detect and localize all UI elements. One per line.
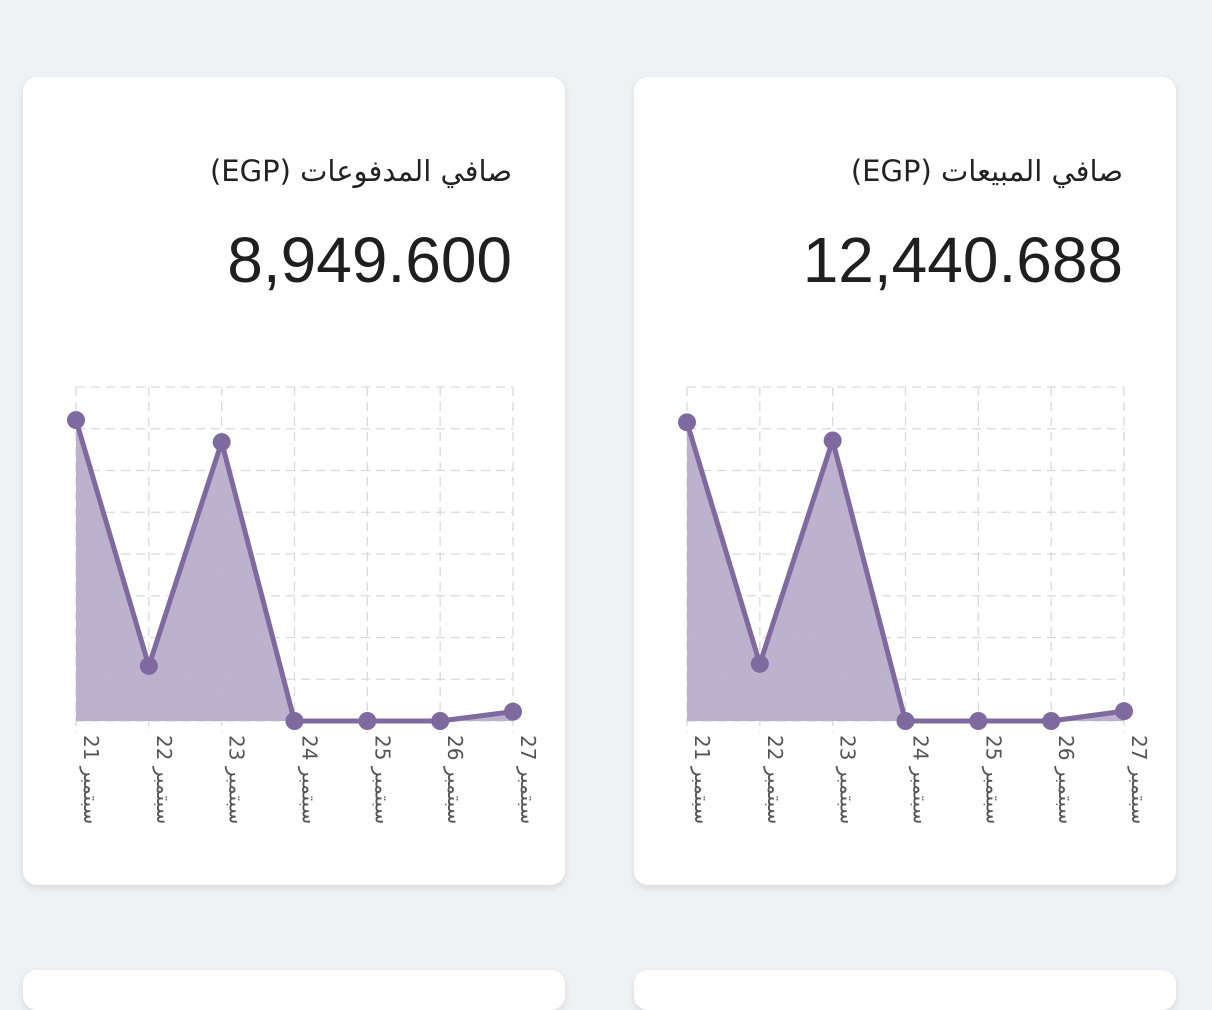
x-tick-label: 26 سبتمبر [1054, 735, 1078, 824]
x-tick-label: 25 سبتمبر [370, 735, 394, 824]
card-partial [634, 970, 1176, 1010]
card-title: صافي المبيعات (EGP) [850, 154, 1123, 188]
kpi-card-net-sales: صافي المبيعات (EGP) 12,440.688 21 سبتمبر… [634, 77, 1176, 885]
data-point [358, 712, 377, 730]
data-point [823, 431, 842, 450]
data-point [969, 712, 988, 730]
x-tick-label: 22 سبتمبر [152, 735, 176, 824]
net-payments-chart: 21 سبتمبر 22 سبتمبر 23 سبتمبر 24 سبتمبر 25 س… [67, 386, 540, 824]
x-tick-label: 21 سبتمبر [690, 735, 714, 824]
area-fill [76, 420, 513, 721]
data-point [431, 712, 450, 730]
x-tick-label: 24 سبتمبر [298, 735, 322, 824]
x-tick-label: 23 سبتمبر [225, 735, 249, 824]
x-tick-label: 24 سبتمبر [909, 735, 933, 824]
area-fill [687, 422, 1124, 721]
x-tick-label: 27 سبتمبر [516, 735, 540, 824]
data-point [504, 702, 522, 721]
card-value: 12,440.688 [802, 224, 1123, 296]
data-point [750, 654, 769, 673]
data-point [1115, 702, 1133, 721]
x-tick-label: 27 سبتمبر [1127, 735, 1151, 824]
data-point [1042, 712, 1061, 730]
card-title: صافي المدفوعات (EGP) [209, 154, 512, 188]
card-value: 8,949.600 [227, 224, 512, 296]
data-point [285, 712, 304, 730]
x-tick-label: 23 سبتمبر [836, 735, 860, 824]
net-sales-chart: 21 سبتمبر 22 سبتمبر 23 سبتمبر 24 سبتمبر 25 س… [678, 386, 1151, 824]
data-point [212, 433, 231, 452]
data-point [67, 411, 85, 430]
data-point [139, 656, 158, 675]
x-tick-label: 22 سبتمبر [763, 735, 787, 824]
kpi-card-net-payments: صافي المدفوعات (EGP) 8,949.600 21 سبتمبر… [23, 77, 565, 885]
data-point [896, 712, 915, 730]
x-tick-label: 26 سبتمبر [443, 735, 467, 824]
data-point [678, 413, 696, 432]
x-tick-label: 25 سبتمبر [981, 735, 1005, 824]
card-partial [23, 970, 565, 1010]
x-tick-label: 21 سبتمبر [79, 735, 103, 824]
